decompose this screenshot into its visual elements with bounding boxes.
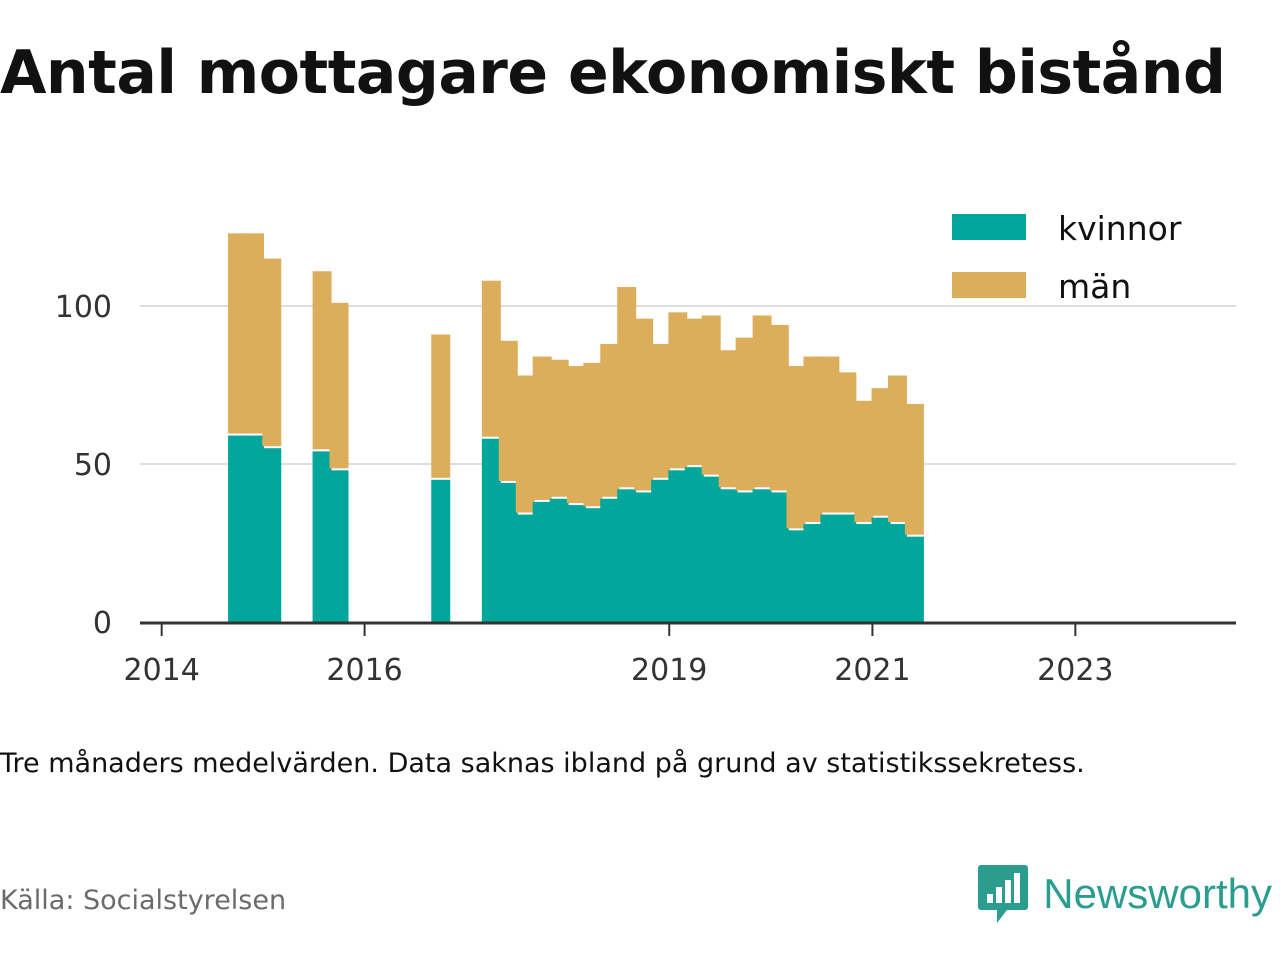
bar-kvinnor [617, 489, 637, 622]
bar-man [549, 359, 569, 497]
bar-kvinnor [820, 514, 840, 622]
bar-man [329, 302, 349, 469]
bar-kvinnor [329, 470, 349, 622]
bar-man [684, 318, 704, 466]
bar-kvinnor [262, 448, 282, 622]
bar-kvinnor [803, 524, 823, 622]
bar-kvinnor [634, 492, 654, 622]
y-tick-label: 50 [74, 448, 112, 483]
bar-man [837, 372, 857, 513]
bar-kvinnor [701, 476, 721, 622]
bar-kvinnor [583, 508, 603, 622]
bar-man [904, 403, 924, 535]
bar-kvinnor [904, 536, 924, 622]
legend-swatch-kvinnor [952, 214, 1026, 240]
bar-kvinnor [431, 479, 451, 622]
bar-man [718, 350, 738, 488]
bar-man [600, 343, 620, 497]
bar-man [651, 343, 671, 478]
brand-logo: Newsworthy [977, 862, 1272, 926]
bar-kvinnor [532, 501, 552, 622]
x-tick-label: 2014 [124, 653, 200, 688]
bar-man [498, 340, 518, 481]
bar-man [803, 356, 823, 523]
bar-man [245, 233, 265, 434]
bar-man [701, 315, 721, 475]
bar-kvinnor [854, 524, 874, 622]
bar-man [634, 318, 654, 491]
y-tick-label: 100 [55, 290, 112, 325]
bar-kvinnor [718, 489, 738, 622]
bar-kvinnor [871, 517, 891, 622]
bar-kvinnor [245, 435, 265, 622]
bar-kvinnor [228, 435, 248, 622]
bars [228, 233, 924, 622]
bar-man [262, 258, 282, 447]
bar-man [532, 356, 552, 500]
bar-kvinnor [566, 505, 586, 622]
bar-kvinnor [312, 451, 332, 622]
chart-bubble-icon [978, 865, 1029, 923]
legend-swatch-man [952, 272, 1026, 298]
bar-kvinnor [769, 492, 789, 622]
bar-man [887, 375, 907, 523]
x-tick-label: 2019 [631, 653, 707, 688]
bar-man [871, 388, 891, 516]
y-tick-label: 0 [93, 606, 112, 641]
bar-man [735, 337, 755, 491]
bar-man [854, 400, 874, 523]
legend-label-man: män [1058, 267, 1131, 306]
bar-man [668, 312, 688, 469]
bar-kvinnor [600, 498, 620, 622]
brand-name: Newsworthy [1043, 870, 1272, 917]
bar-kvinnor [786, 530, 806, 622]
bar-kvinnor [481, 438, 501, 622]
bar-man [566, 366, 586, 504]
chart-note: Tre månaders medelvärden. Data saknas ib… [0, 748, 1085, 779]
page-title: Antal mottagare ekonomiskt bistånd [0, 38, 1226, 108]
bar-kvinnor [668, 470, 688, 622]
bar-kvinnor [498, 482, 518, 622]
bar-kvinnor [752, 489, 772, 622]
bar-man [228, 233, 248, 434]
legend-label-kvinnor: kvinnor [1058, 209, 1182, 248]
x-tick-label: 2021 [834, 653, 910, 688]
bar-man [786, 366, 806, 529]
bar-man [752, 315, 772, 488]
bar-kvinnor [549, 498, 569, 622]
legend: kvinnor män [952, 209, 1182, 306]
bar-kvinnor [515, 514, 535, 622]
bar-kvinnor [651, 479, 671, 622]
bar-man [583, 362, 603, 507]
bar-man [820, 356, 840, 513]
bar-man [312, 271, 332, 450]
bar-kvinnor [837, 514, 857, 622]
bar-kvinnor [887, 524, 907, 622]
bar-man [769, 324, 789, 491]
x-tick-label: 2016 [326, 653, 402, 688]
bar-kvinnor [735, 492, 755, 622]
bar-man [481, 280, 501, 437]
source-label: Källa: Socialstyrelsen [0, 885, 287, 916]
bar-man [617, 287, 637, 488]
bar-man [515, 375, 535, 513]
stacked-bar-chart: 0 50 100 2014 2016 2019 2021 2023 kvinnor män [55, 209, 1236, 688]
x-tick-label: 2023 [1037, 653, 1113, 688]
axes: 0 50 100 2014 2016 2019 2021 2023 [55, 290, 1236, 688]
bar-man [431, 334, 451, 478]
bar-kvinnor [684, 467, 704, 622]
